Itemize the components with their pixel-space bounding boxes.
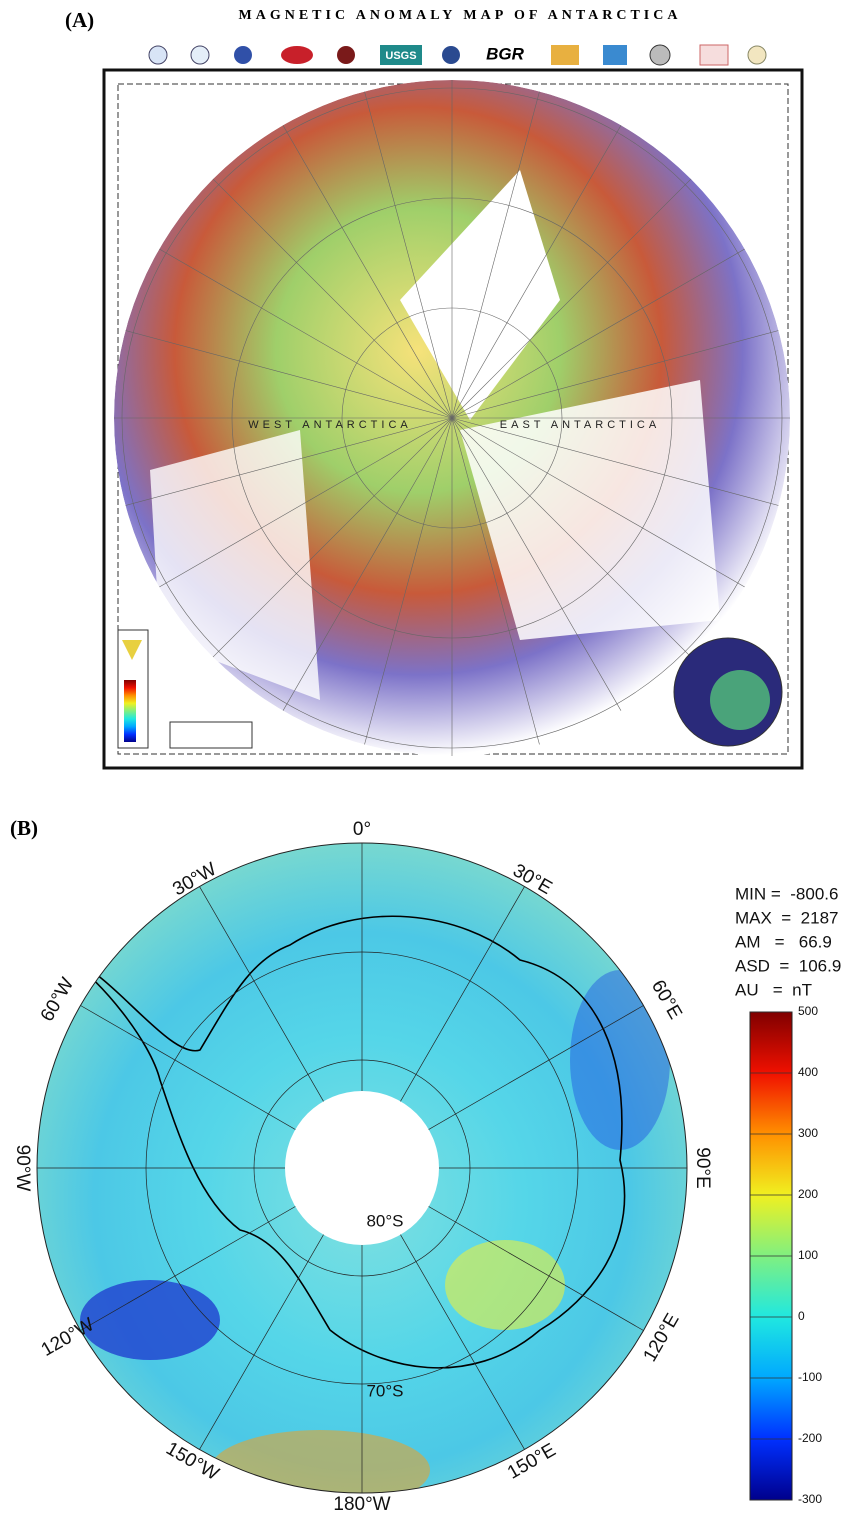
inset-continent — [710, 670, 770, 730]
anomaly-low — [80, 1280, 220, 1360]
colorbar-tick-label: -300 — [798, 1492, 822, 1506]
longitude-label: 90°W — [12, 1145, 33, 1192]
statistic: MIN = -800.6 — [735, 884, 838, 903]
logo-row: USGS BGR — [149, 44, 766, 65]
logo — [191, 46, 209, 64]
logo — [650, 45, 670, 65]
colorbar-tick-label: -100 — [798, 1370, 822, 1384]
pole-hole — [285, 1091, 439, 1245]
logo — [234, 46, 252, 64]
longitude-label: 180°W — [333, 1494, 390, 1515]
logo — [603, 45, 627, 65]
region-label: WEST ANTARCTICA — [248, 419, 412, 431]
statistics: MIN = -800.6 MAX = 2187 AM = 66.9 ASD = 106… — [735, 884, 841, 999]
logo — [551, 45, 579, 65]
statistic: MAX = 2187 — [735, 908, 838, 927]
logo — [337, 46, 355, 64]
colorbar-tick-label: 100 — [798, 1248, 818, 1262]
logo-text: BGR — [486, 44, 525, 63]
statistic: AU = nT — [735, 980, 812, 999]
panel-label: (A) — [65, 8, 94, 32]
logo — [281, 46, 313, 64]
longitude-label: 0° — [353, 819, 371, 840]
anomaly-high — [445, 1240, 565, 1330]
figure: (A) MAGNETIC ANOMALY MAP OF ANTARCTICA U… — [0, 0, 859, 1519]
longitude-label: 90°E — [692, 1147, 713, 1188]
latitude-label: 80°S — [366, 1211, 403, 1230]
colorbar-tick-label: 300 — [798, 1126, 818, 1140]
logo — [442, 46, 460, 64]
logo-text: USGS — [385, 50, 416, 62]
statistic: AM = 66.9 — [735, 932, 832, 951]
logo — [748, 46, 766, 64]
colorbar-tick-label: -200 — [798, 1431, 822, 1445]
colorbar-tick-label: 0 — [798, 1309, 805, 1323]
panel-label: (B) — [10, 816, 38, 840]
page: (A) MAGNETIC ANOMALY MAP OF ANTARCTICA U… — [0, 0, 859, 1519]
statistic: ASD = 106.9 — [735, 956, 841, 975]
map-title: MAGNETIC ANOMALY MAP OF ANTARCTICA — [239, 8, 682, 23]
region-label: EAST ANTARCTICA — [500, 419, 660, 431]
latitude-label: 70°S — [366, 1381, 403, 1400]
scale-box — [170, 722, 252, 748]
colorbar-tick-label: 400 — [798, 1065, 818, 1079]
colorbar: -300 -200 -100 0 100 200 300 400 500 — [750, 1004, 822, 1506]
colorbar-tick-label: 500 — [798, 1004, 818, 1018]
legend-colorbar — [124, 680, 136, 742]
colorbar-tick-label: 200 — [798, 1187, 818, 1201]
logo — [700, 45, 728, 65]
logo — [149, 46, 167, 64]
